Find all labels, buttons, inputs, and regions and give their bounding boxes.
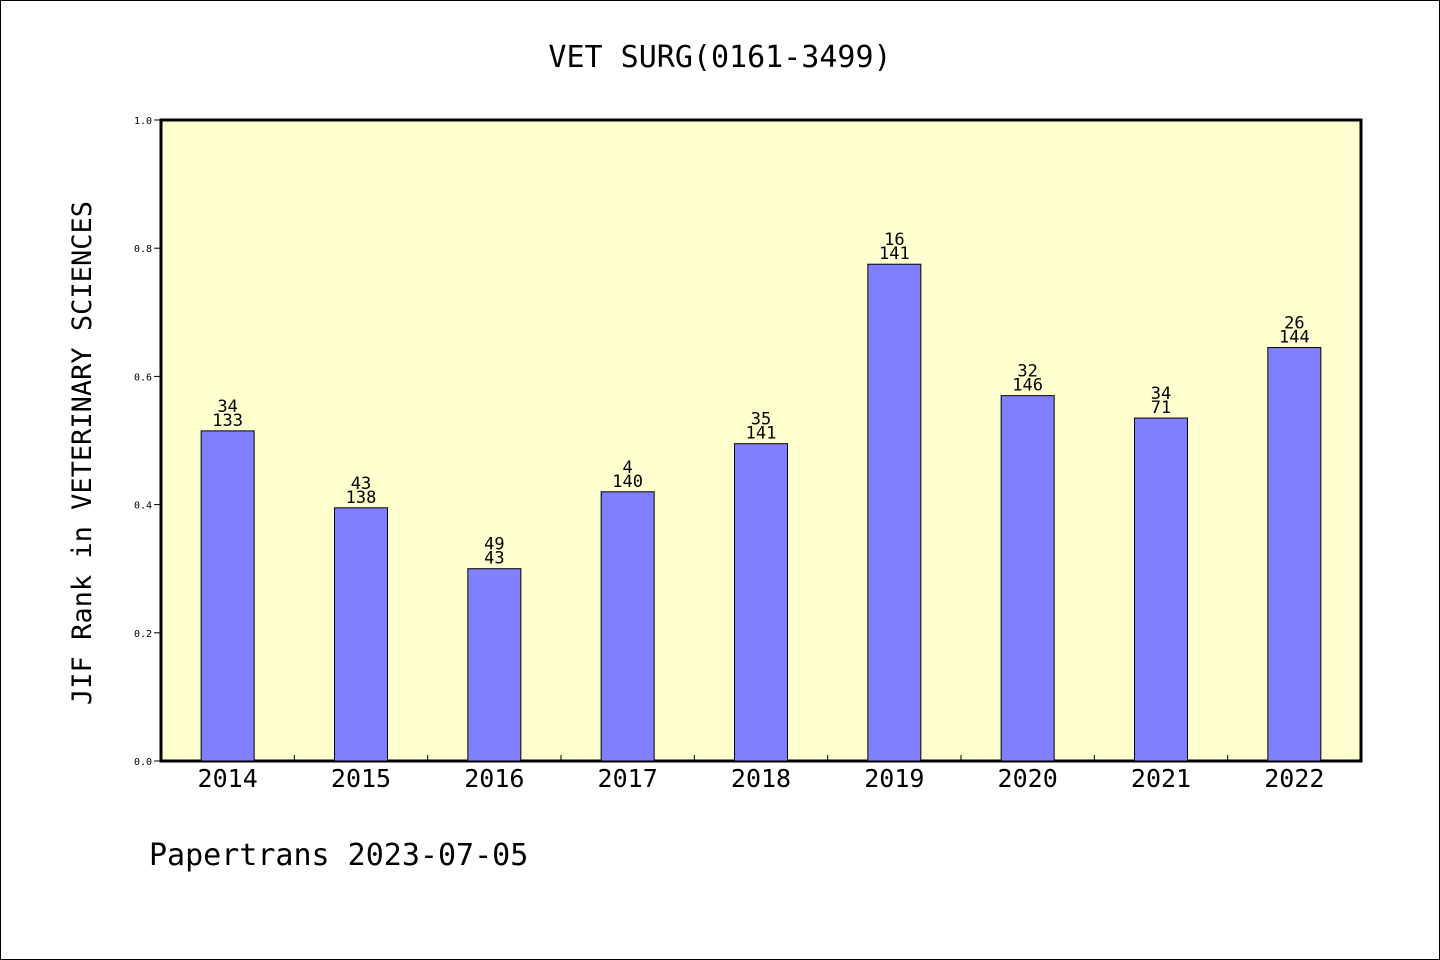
bar-label-top: 43 (351, 474, 371, 494)
bar-2019 (867, 263, 922, 762)
bar-2017 (600, 491, 655, 762)
bar-label-bottom: 43 (484, 549, 504, 569)
bar-label-top: 26 (1284, 314, 1304, 334)
bar-label-bottom: 141 (746, 424, 777, 444)
bar-2018 (734, 443, 788, 762)
x-tick-label: 2022 (1264, 764, 1324, 793)
bar-2021 (1134, 417, 1188, 762)
x-axis-ticks: 2014 2015 2016 2017 2018 2019 2020 2021 2022 (198, 755, 1324, 793)
x-tick-label: 2019 (864, 764, 924, 793)
bar-2016 (467, 568, 522, 762)
bar-label-top: 34 (217, 397, 237, 417)
bars-group (200, 263, 1322, 762)
y-tick-label: 0.8 (134, 244, 152, 255)
x-tick-label: 2017 (598, 764, 658, 793)
y-tick-label: 0.4 (134, 501, 152, 512)
x-tick-label: 2015 (331, 764, 391, 793)
chart-title: VET SURG(0161-3499) (548, 40, 891, 75)
bar-label-bottom: 138 (346, 488, 377, 508)
bar-label-bottom: 146 (1012, 376, 1043, 396)
bar-label-top: 16 (884, 230, 904, 250)
y-tick-label: 0.2 (134, 629, 152, 640)
footer-credit: Papertrans 2023-07-05 (149, 838, 528, 873)
y-tick-label: 0.6 (134, 372, 152, 383)
bar-label-top: 32 (1017, 362, 1037, 382)
y-axis-label: JIF Rank in VETERINARY SCIENCES (67, 201, 98, 705)
bar-label-bottom: 71 (1151, 398, 1171, 418)
bar-2015 (334, 507, 388, 762)
y-tick-label: 1.0 (134, 116, 152, 127)
bar-label-bottom: 144 (1279, 328, 1310, 348)
bar-label-top: 49 (484, 535, 504, 555)
bar-2022 (1267, 347, 1322, 762)
bar-label-top: 4 (623, 458, 633, 478)
y-tick-label: 0.0 (134, 757, 152, 768)
bar-2014 (200, 430, 255, 762)
y-axis-ticks: 0.0 0.2 0.4 0.6 0.8 1.0 (134, 116, 161, 768)
x-tick-label: 2018 (731, 764, 791, 793)
bar-2020 (1000, 395, 1055, 762)
bar-label-bottom: 141 (879, 244, 910, 264)
bar-label-bottom: 133 (212, 411, 243, 431)
x-tick-label: 2020 (998, 764, 1058, 793)
x-tick-label: 2016 (464, 764, 524, 793)
x-tick-label: 2014 (198, 764, 258, 793)
bar-label-top: 35 (751, 410, 771, 430)
x-tick-label: 2021 (1131, 764, 1191, 793)
bar-label-bottom: 140 (612, 472, 643, 492)
bar-label-top: 34 (1151, 384, 1171, 404)
